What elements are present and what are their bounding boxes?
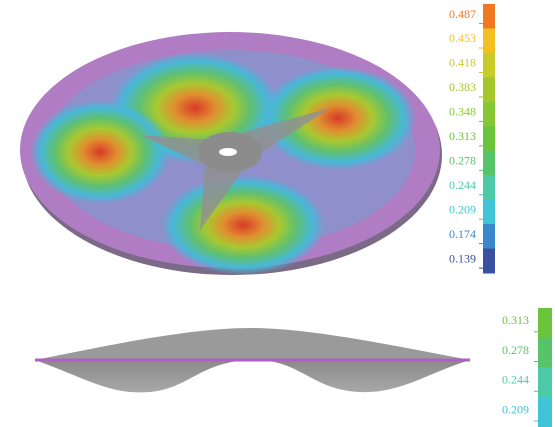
colorbar-label: 0.487 [449,7,476,21]
colorbar-segment [483,102,495,127]
scene: 0.487 0.453 0.418 0.383 0.348 0.313 0.278 0.244… [0,0,555,427]
colorbar-segment [483,200,495,225]
colorbar-label: 0.453 [449,31,476,45]
colorbar-label: 0.278 [449,153,476,167]
colorbar-label: 0.313 [449,129,476,143]
colorbar-label: 0.418 [449,56,476,70]
colorbar-label: 0.278 [502,343,529,357]
colorbar-label: 0.139 [449,251,476,265]
colorbar-label: 0.383 [449,80,476,94]
colorbar-label: 0.174 [449,227,476,241]
colorbar-segment [483,151,495,176]
colorbar-segment [483,53,495,78]
colorbar-label: 0.348 [449,105,476,119]
colorbar-segment [538,338,552,368]
colorbar-label: 0.313 [502,313,529,327]
colorbar-label: 0.209 [449,202,476,216]
colorbar-label: 0.244 [502,373,529,387]
colorbar-segment [538,397,552,427]
colorbar-label: 0.209 [502,402,529,416]
colorbar-segment [538,308,552,338]
colorbar-segment [483,77,495,102]
colorbar-segment [483,4,495,29]
colorbar-segment [483,126,495,151]
colorbar-segment [483,175,495,200]
colorbar-segment [483,28,495,53]
colorbar-segment [483,224,495,249]
colorbar-segment [538,368,552,398]
colorbar-label: 0.244 [449,178,476,192]
disk-plot [20,32,442,275]
colorbar-segment [483,249,495,274]
side-plot [35,328,470,392]
